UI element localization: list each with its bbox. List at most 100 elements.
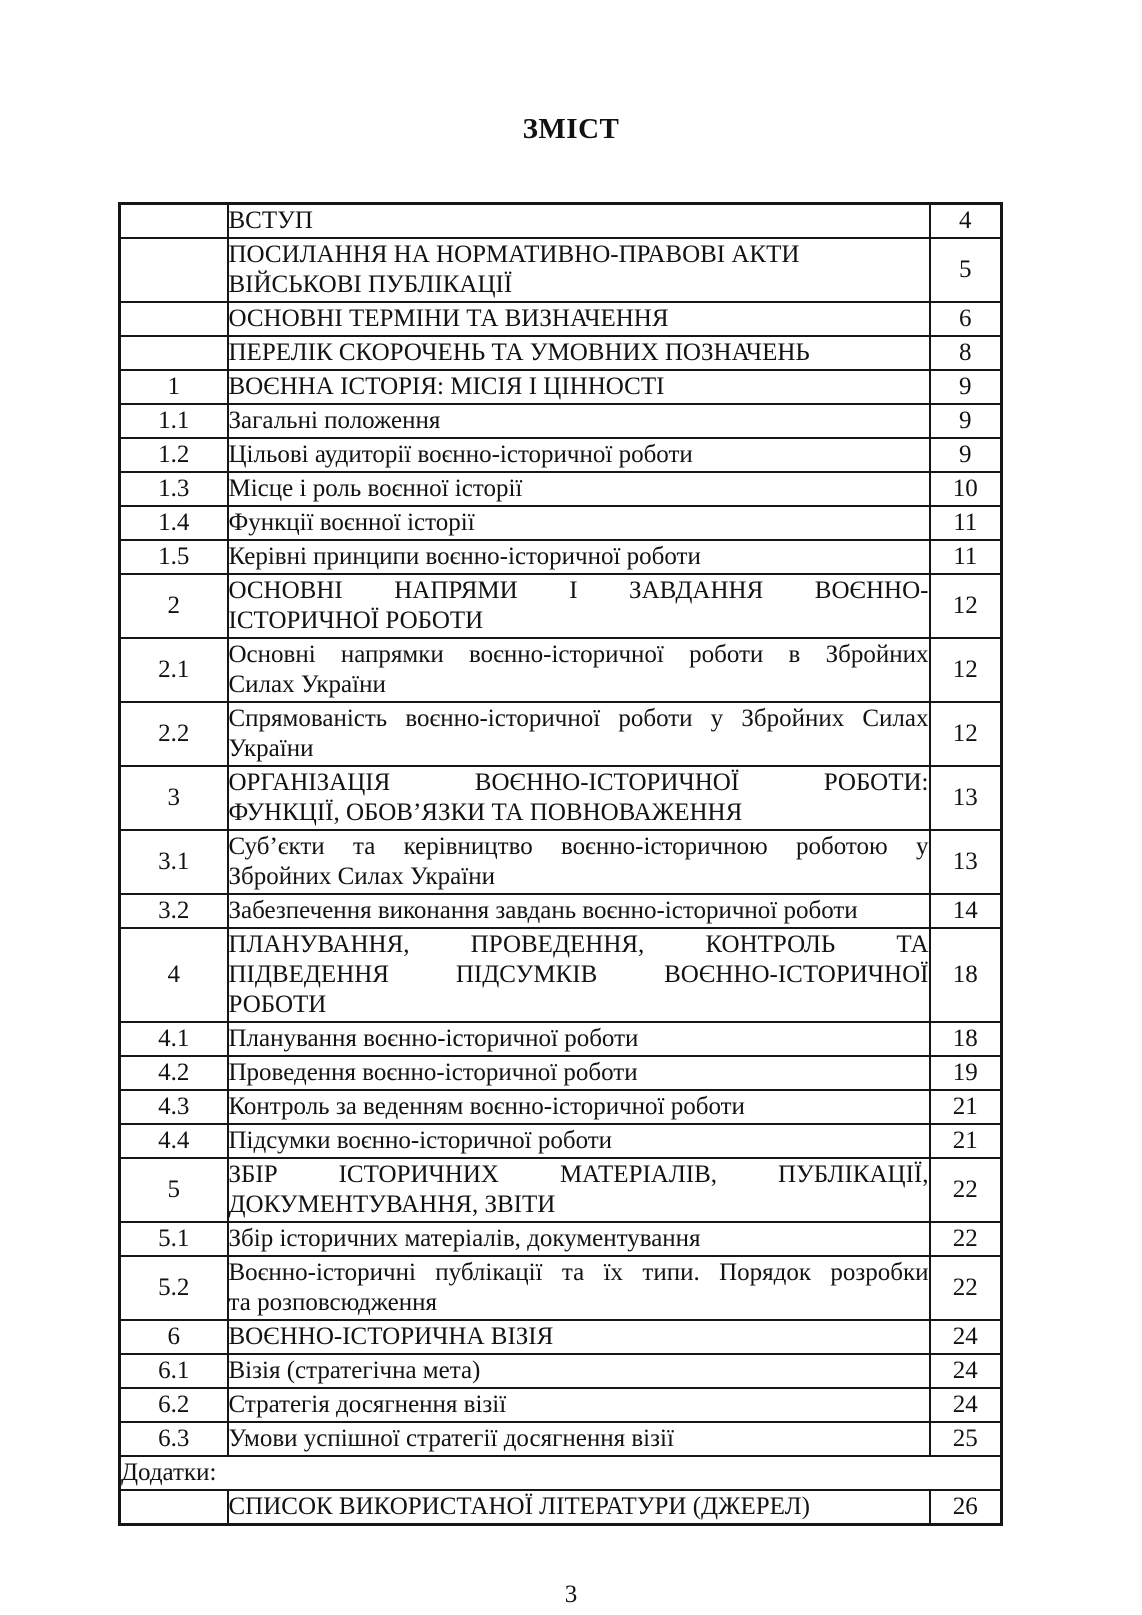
table-row: Додатки: [118, 1455, 1003, 1491]
page-number-cell: 6 [928, 301, 1003, 337]
table-row: 3.2 Забезпечення виконання завдань воєнно… [118, 893, 1003, 929]
section-title-cell: Контроль за веденням воєнно-історичної р… [226, 1089, 931, 1125]
table-row: 2.2 Спрямованість воєнно-історичної робот… [118, 701, 1003, 767]
toc-entry-line: Спрямованість воєнно-історичної роботи у… [228, 705, 929, 732]
toc-entry-line: ІСТОРИЧНОЇ РОБОТИ [228, 607, 484, 634]
page-number-cell: 9 [928, 403, 1003, 439]
section-number-cell: 6.3 [118, 1421, 229, 1457]
page-number-cell: 22 [928, 1157, 1003, 1223]
toc-entry-line: Цільові аудиторії воєнно-історичної робо… [228, 441, 693, 468]
section-title-cell: Керівні принципи воєнно-історичної робот… [226, 539, 931, 575]
section-number-cell: 2.2 [118, 701, 229, 767]
section-title-cell: ПЕРЕЛІК СКОРОЧЕНЬ ТА УМОВНИХ ПОЗНАЧЕНЬ [226, 335, 931, 371]
page-number-cell: 12 [928, 637, 1003, 703]
table-row: 6.2 Стратегія досягнення візії 24 [118, 1387, 1003, 1423]
table-row: ПЕРЕЛІК СКОРОЧЕНЬ ТА УМОВНИХ ПОЗНАЧЕНЬ 8 [118, 335, 1003, 371]
toc-entry-line: Силах України [228, 671, 386, 698]
toc-entry-line: Планування воєнно-історичної роботи [228, 1025, 639, 1052]
page-number-cell: 11 [928, 505, 1003, 541]
table-row: 4.4 Підсумки воєнно-історичної роботи 21 [118, 1123, 1003, 1159]
table-row: 2.1 Основні напрямки воєнно-історичної ро… [118, 637, 1003, 703]
table-row: 1.1 Загальні положення 9 [118, 403, 1003, 439]
section-number-cell [118, 202, 229, 239]
section-title-cell: ОРГАНІЗАЦІЯ ВОЄННО-ІСТОРИЧНОЇ РОБОТИ: ФУН… [226, 765, 931, 831]
section-title-cell: Планування воєнно-історичної роботи [226, 1021, 931, 1057]
table-row: 4.1 Планування воєнно-історичної роботи 18 [118, 1021, 1003, 1057]
page-number-cell: 24 [928, 1353, 1003, 1389]
toc-entry-line: Основні напрямки воєнно-історичної робот… [228, 641, 929, 668]
toc-entry-line: Збройних Силах України [228, 863, 495, 890]
toc-entry-line: ПЛАНУВАННЯ, ПРОВЕДЕННЯ, КОНТРОЛЬ ТА [228, 931, 929, 958]
table-row: 1.4 Функції воєнної історії 11 [118, 505, 1003, 541]
section-number-cell: 4.4 [118, 1123, 229, 1159]
section-title-cell: ОСНОВНІ НАПРЯМИ І ЗАВДАННЯ ВОЄННО- ІСТОРИ… [226, 573, 931, 639]
toc-entry-line: Стратегія досягнення візії [228, 1391, 507, 1418]
page-number-cell: 21 [928, 1123, 1003, 1159]
toc-entry-line: Місце і роль воєнної історії [228, 475, 523, 502]
table-row: 6.3 Умови успішної стратегії досягнення в… [118, 1421, 1003, 1457]
section-number-cell: 5 [118, 1157, 229, 1223]
table-row: ПОСИЛАННЯ НА НОРМАТИВНО-ПРАВОВІ АКТИ ВІЙС… [118, 237, 1003, 303]
section-title-cell: Спрямованість воєнно-історичної роботи у… [226, 701, 931, 767]
appendix-label-cell: Додатки: [118, 1455, 1003, 1491]
toc-entry-line: ВОЄННО-ІСТОРИЧНА ВІЗІЯ [228, 1323, 554, 1350]
section-title-cell: Цільові аудиторії воєнно-історичної робо… [226, 437, 931, 473]
section-title-cell: Стратегія досягнення візії [226, 1387, 931, 1423]
section-title-cell: Загальні положення [226, 403, 931, 439]
toc-entry-line: України [228, 735, 314, 762]
section-number-cell: 4 [118, 927, 229, 1023]
page-number-cell: 24 [928, 1387, 1003, 1423]
page-title: ЗМІСТ [522, 113, 620, 145]
toc-table: ВСТУП 4 ПОСИЛАННЯ НА НОРМАТИВНО-ПРАВОВІ АК… [118, 202, 1003, 1526]
table-row: 1.3 Місце і роль воєнної історії 10 [118, 471, 1003, 507]
toc-entry-line: ДОКУМЕНТУВАННЯ, ЗВІТИ [228, 1191, 556, 1218]
toc-entry-line: ВСТУП [228, 207, 313, 234]
toc-entry-line: ВОЄННА ІСТОРІЯ: МІСІЯ І ЦІННОСТІ [228, 373, 665, 400]
section-number-cell: 3.2 [118, 893, 229, 929]
section-number-cell: 2.1 [118, 637, 229, 703]
toc-entry-line: Керівні принципи воєнно-історичної робот… [228, 543, 701, 570]
section-number-cell: 1.5 [118, 539, 229, 575]
table-row: 5 ЗБІР ІСТОРИЧНИХ МАТЕРІАЛІВ, ПУБЛІКАЦІЇ,… [118, 1157, 1003, 1223]
table-row: 5.1 Збір історичних матеріалів, документу… [118, 1221, 1003, 1257]
section-number-cell: 4.2 [118, 1055, 229, 1091]
section-number-cell: 6.2 [118, 1387, 229, 1423]
section-title-cell: ОСНОВНІ ТЕРМІНИ ТА ВИЗНАЧЕННЯ [226, 301, 931, 337]
table-row: 4 ПЛАНУВАННЯ, ПРОВЕДЕННЯ, КОНТРОЛЬ ТА ПІДВ… [118, 927, 1003, 1023]
toc-entry-line: ПЕРЕЛІК СКОРОЧЕНЬ ТА УМОВНИХ ПОЗНАЧЕНЬ [228, 339, 810, 366]
section-number-cell: 2 [118, 573, 229, 639]
toc-table-body: ВСТУП 4 ПОСИЛАННЯ НА НОРМАТИВНО-ПРАВОВІ АК… [118, 202, 1003, 1526]
page-number-cell: 21 [928, 1089, 1003, 1125]
toc-entry-line: ЗБІР ІСТОРИЧНИХ МАТЕРІАЛІВ, ПУБЛІКАЦІЇ, [228, 1161, 929, 1188]
toc-entry-line: СПИСОК ВИКОРИСТАНОЇ ЛІТЕРАТУРИ (ДЖЕРЕЛ) [228, 1493, 810, 1520]
table-row: 3 ОРГАНІЗАЦІЯ ВОЄННО-ІСТОРИЧНОЇ РОБОТИ: ФУ… [118, 765, 1003, 831]
section-number-cell: 4.1 [118, 1021, 229, 1057]
section-title-cell: ПЛАНУВАННЯ, ПРОВЕДЕННЯ, КОНТРОЛЬ ТА ПІДВЕ… [226, 927, 931, 1023]
toc-entry-line: Додатки: [121, 1459, 217, 1486]
toc-entry-line: Суб’єкти та керівництво воєнно-історично… [228, 833, 929, 860]
toc-entry-line: ВІЙСЬКОВІ ПУБЛІКАЦІЇ [228, 271, 513, 298]
section-number-cell: 6 [118, 1319, 229, 1355]
table-row: 1.2 Цільові аудиторії воєнно-історичної р… [118, 437, 1003, 473]
toc-entry-line: Умови успішної стратегії досягнення візі… [228, 1425, 674, 1452]
toc-entry-line: Проведення воєнно-історичної роботи [228, 1059, 638, 1086]
page-number-cell: 8 [928, 335, 1003, 371]
table-row: 2 ОСНОВНІ НАПРЯМИ І ЗАВДАННЯ ВОЄННО- ІСТОР… [118, 573, 1003, 639]
table-row: ВСТУП 4 [118, 202, 1003, 239]
page-number-cell: 26 [928, 1489, 1003, 1526]
toc-entry-line: Функції воєнної історії [228, 509, 475, 536]
section-number-cell: 3 [118, 765, 229, 831]
toc-entry-line: Контроль за веденням воєнно-історичної р… [228, 1093, 745, 1120]
page-number-cell: 11 [928, 539, 1003, 575]
table-row: 6.1 Візія (стратегічна мета) 24 [118, 1353, 1003, 1389]
table-row: СПИСОК ВИКОРИСТАНОЇ ЛІТЕРАТУРИ (ДЖЕРЕЛ) 2… [118, 1489, 1003, 1526]
page-number-cell: 19 [928, 1055, 1003, 1091]
section-title-cell: Основні напрямки воєнно-історичної робот… [226, 637, 931, 703]
section-number-cell: 3.1 [118, 829, 229, 895]
page-number-cell: 22 [928, 1255, 1003, 1321]
page-number-cell: 24 [928, 1319, 1003, 1355]
toc-entry-line: Забезпечення виконання завдань воєнно-іс… [228, 897, 858, 924]
page-number-cell: 25 [928, 1421, 1003, 1457]
toc-entry-line: ПОСИЛАННЯ НА НОРМАТИВНО-ПРАВОВІ АКТИ [228, 241, 800, 268]
